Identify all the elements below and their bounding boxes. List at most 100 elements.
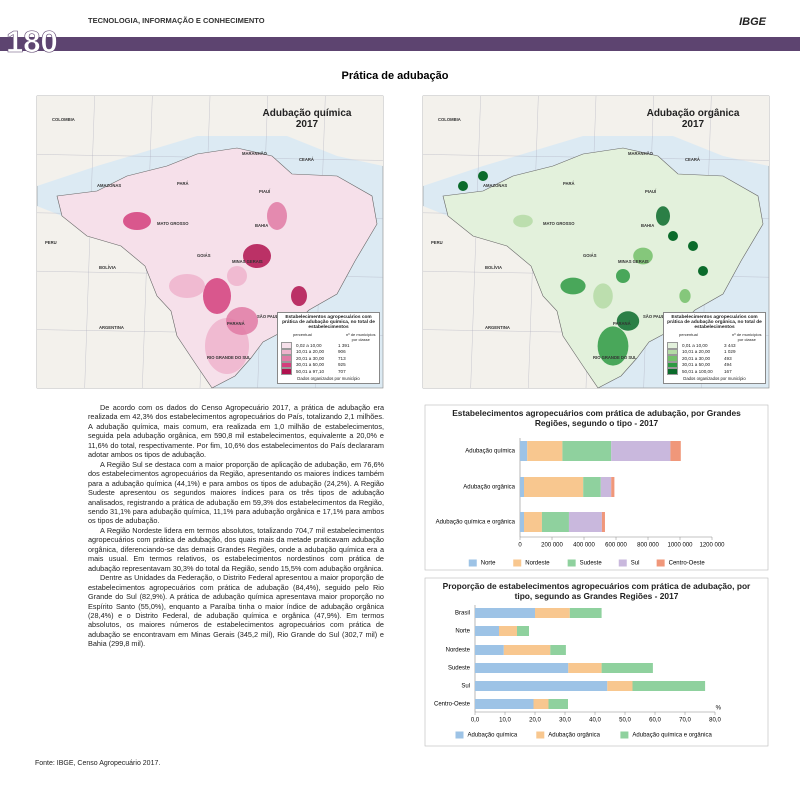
x-tick-label: 600 000 xyxy=(605,543,627,549)
legend-row: 0,02 a 10,00 1 391 xyxy=(281,342,376,349)
map-title: Adubação orgânica 2017 xyxy=(628,108,758,130)
legend-swatch xyxy=(656,559,665,567)
legend-row: 10,01 a 20,00 906 xyxy=(281,348,376,355)
legend-col: percentual xyxy=(679,332,698,337)
map: COLOMBIA PERU BOLÍVIA ARGENTINA AMAZONAS PARÁ… xyxy=(36,95,384,389)
map-area xyxy=(668,231,678,241)
bar-segment xyxy=(475,608,535,618)
y-tick-label: Adubação orgânica xyxy=(463,485,515,491)
bar-segment xyxy=(568,512,602,532)
map-area xyxy=(597,326,629,366)
source: Fonte: IBGE, Censo Agropecuário 2017. xyxy=(35,760,161,767)
bar-segment xyxy=(611,441,671,461)
paragraph: Dentre as Unidades da Federação, o Distr… xyxy=(88,573,384,649)
map-label: RIO GRANDE DO SUL xyxy=(593,355,637,360)
bar-segment xyxy=(601,512,605,532)
legend-count: 493 xyxy=(724,355,732,361)
map-label: SÃO PAULO xyxy=(643,314,668,319)
legend-swatch xyxy=(281,342,292,349)
x-tick-label: 50,0 xyxy=(619,718,631,724)
map-label: MARANHÃO xyxy=(242,151,268,156)
legend-header: percentual nº de municípios por classe xyxy=(667,332,762,342)
map-legend: Estabelecimentos agropecuários com práti… xyxy=(277,312,380,384)
legend-header: percentual nº de municípios por classe xyxy=(281,332,376,342)
neighbor-land xyxy=(423,206,598,388)
map-label: CEARÁ xyxy=(299,157,314,162)
map-area xyxy=(226,307,258,335)
chart-title: Estabelecimentos agropecuários com práti… xyxy=(452,408,741,428)
map-area xyxy=(243,244,271,268)
y-tick-label: Centro-Oeste xyxy=(434,702,471,708)
map-area xyxy=(458,181,468,191)
map-label: PIAUÍ xyxy=(259,189,271,194)
legend-swatch xyxy=(618,559,627,567)
legend-label: Sul xyxy=(631,561,640,567)
map-label: PERU xyxy=(431,240,443,245)
bar-segment xyxy=(503,645,551,655)
legend-class: 20,01 a 30,00 xyxy=(296,355,325,361)
map-area xyxy=(560,277,586,295)
map-area xyxy=(203,278,231,314)
map-area xyxy=(478,171,488,181)
bar-segment xyxy=(632,681,706,691)
map-label: AMAZONAS xyxy=(97,183,121,188)
chart-title: Proporção de estabelecimentos agropecuár… xyxy=(442,581,751,601)
bar-segment xyxy=(475,626,499,636)
legend-swatch xyxy=(536,731,545,739)
bar-segment xyxy=(517,626,529,636)
legend-swatch xyxy=(281,355,292,362)
bar-segment xyxy=(475,645,504,655)
legend-class: 0,01 a 10,00 xyxy=(682,342,708,348)
page-number: 180 xyxy=(6,24,58,59)
legend-count: 906 xyxy=(338,349,346,355)
map-area xyxy=(593,283,613,309)
map-area xyxy=(616,269,630,283)
map-label: PARANÁ xyxy=(227,321,245,326)
x-tick-label: 70,0 xyxy=(679,718,691,724)
x-tick-label: 200 000 xyxy=(541,543,563,549)
legend-swatch xyxy=(281,368,292,375)
map-area xyxy=(688,241,698,251)
bar-segment xyxy=(568,663,602,673)
neighbor-land xyxy=(37,206,212,388)
bar-segment xyxy=(533,699,549,709)
bar-segment xyxy=(475,681,608,691)
graticule xyxy=(470,95,481,389)
body-text: De acordo com os dados do Censo Agropecu… xyxy=(88,403,384,649)
map-label: ARGENTINA xyxy=(99,325,124,330)
map-area xyxy=(513,214,533,228)
map-year: 2017 xyxy=(295,119,319,130)
map-label: CEARÁ xyxy=(685,157,700,162)
map-area xyxy=(227,266,247,286)
legend-note: Dados organizados por município xyxy=(297,375,360,381)
x-unit: % xyxy=(716,706,722,712)
map-label: PARANÁ xyxy=(613,321,631,326)
map-label: MINAS GERAIS xyxy=(232,259,263,264)
legend-swatch xyxy=(667,348,678,355)
map-label: RIO GRANDE DO SUL xyxy=(207,355,251,360)
paragraph: A Região Sul se destaca com a maior prop… xyxy=(88,459,384,526)
bar-segment xyxy=(569,608,602,618)
legend-class: 50,01 a 100,00 xyxy=(682,368,713,374)
legend-row: 10,01 a 20,00 1 029 xyxy=(667,348,762,355)
map-area xyxy=(698,266,708,276)
legend-label: Adubação orgânica xyxy=(548,733,600,739)
legend-count: 1 029 xyxy=(724,349,736,355)
map-title-text: Adubação química xyxy=(262,108,352,119)
header-band xyxy=(0,37,800,51)
legend-count: 707 xyxy=(338,368,346,374)
x-tick-label: 800 000 xyxy=(637,543,659,549)
map-label: SÃO PAULO xyxy=(257,314,282,319)
map-label: PIAUÍ xyxy=(645,189,657,194)
legend-swatch xyxy=(513,559,522,567)
paragraph: De acordo com os dados do Censo Agropecu… xyxy=(88,403,384,460)
y-tick-label: Adubação química xyxy=(465,449,515,455)
x-tick-label: 400 000 xyxy=(573,543,595,549)
legend-swatch xyxy=(667,342,678,349)
legend-class: 10,01 a 20,00 xyxy=(296,349,325,355)
legend-swatch xyxy=(455,731,464,739)
y-tick-label: Brasil xyxy=(455,611,470,617)
map-label: MINAS GERAIS xyxy=(618,259,649,264)
